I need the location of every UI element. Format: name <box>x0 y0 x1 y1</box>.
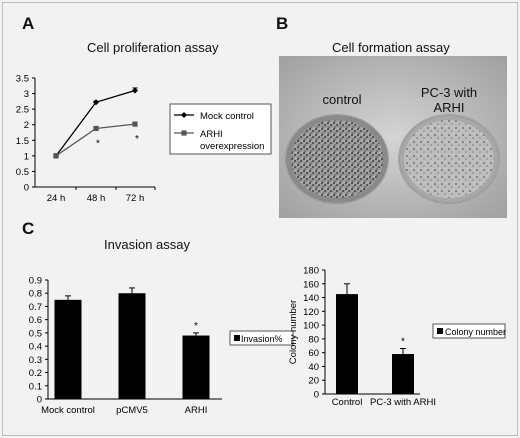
d-y-tick-label: 120 <box>303 307 319 318</box>
a-y-tick-label: 1 <box>24 151 29 162</box>
d-y-tick-label: 180 <box>303 266 319 277</box>
colony-plates-photo: control PC-3 with ARHI <box>279 56 507 218</box>
d-significance-mark: * <box>401 337 405 348</box>
panel-a-label: A <box>22 14 35 33</box>
panel-b-title: Cell formation assay <box>332 40 450 55</box>
panel-c-title: Invasion assay <box>104 237 190 252</box>
control-photo-label: control <box>322 92 362 107</box>
d-y-tick-label: 20 <box>308 376 319 387</box>
a-point-marker <box>132 121 138 127</box>
c-y-tick-label: 0.2 <box>29 368 42 379</box>
a-y-tick-label: 2.5 <box>16 105 29 116</box>
panel-a-title: Cell proliferation assay <box>87 40 219 55</box>
a-point-marker <box>132 87 138 94</box>
c-y-tick-label: 0.7 <box>29 302 42 313</box>
a-legend-box <box>169 103 272 155</box>
a-point-marker <box>93 99 99 106</box>
a-legend-label: ARHI <box>200 129 223 140</box>
c-significance-mark: * <box>194 321 198 332</box>
a-legend-label: Mock control <box>200 111 254 122</box>
a-legend-marker <box>181 112 187 118</box>
d-x-tick-label: Control <box>332 397 363 408</box>
c-legend-swatch <box>234 335 240 341</box>
a-y-tick-label: 1.5 <box>16 136 29 147</box>
c-x-tick-label: Mock control <box>41 405 95 416</box>
panel-b-label: B <box>276 14 289 33</box>
c-y-tick-label: 0.6 <box>29 315 42 326</box>
c-y-tick-label: 0.9 <box>29 276 42 287</box>
a-x-tick-label: 24 h <box>47 193 66 204</box>
d-bar <box>336 294 358 394</box>
a-y-tick-label: 3.5 <box>16 74 29 85</box>
d-legend-label: Colony number <box>445 327 506 337</box>
a-y-tick-label: 2 <box>24 120 29 131</box>
panel-c-label: C <box>22 219 35 238</box>
c-bar <box>118 293 146 399</box>
a-y-tick-label: 0.5 <box>16 167 29 178</box>
a-significance-mark: * <box>135 134 139 145</box>
c-y-tick-label: 0 <box>37 395 42 406</box>
arhi-photo-label-line2: ARHI <box>433 100 465 115</box>
a-legend-label: overexpression <box>200 141 264 152</box>
d-y-tick-label: 0 <box>314 390 319 401</box>
d-y-tick-label: 160 <box>303 279 319 290</box>
d-x-tick-label: PC-3 with ARHI <box>370 397 436 408</box>
arhi-photo-label-line1: PC-3 with <box>420 85 478 100</box>
d-y-axis-label: Colony number <box>288 300 299 364</box>
c-y-tick-label: 0.5 <box>29 328 42 339</box>
c-y-tick-label: 0.1 <box>29 381 42 392</box>
d-y-tick-label: 40 <box>308 362 319 373</box>
a-y-tick-label: 3 <box>24 89 29 100</box>
c-bar <box>54 299 82 399</box>
c-x-tick-label: pCMV5 <box>116 405 148 416</box>
d-legend-swatch <box>437 328 443 334</box>
c-x-tick-label: ARHI <box>185 405 208 416</box>
d-bar <box>392 354 414 394</box>
c-y-tick-label: 0.4 <box>29 342 42 353</box>
c-bar <box>182 335 210 399</box>
a-legend-marker <box>181 130 187 136</box>
c-y-tick-label: 0.3 <box>29 355 42 366</box>
c-legend-box <box>229 330 294 346</box>
c-y-tick-label: 0.8 <box>29 289 42 300</box>
a-point-marker <box>93 125 99 132</box>
d-legend-box <box>432 323 506 339</box>
d-y-tick-label: 80 <box>308 334 319 345</box>
a-point-marker <box>53 153 59 159</box>
a-x-tick-label: 48 h <box>87 193 106 204</box>
d-y-tick-label: 140 <box>303 293 319 304</box>
d-y-tick-label: 100 <box>303 321 319 332</box>
a-significance-mark: * <box>96 138 100 149</box>
arhi-photo-label: PC-3 with ARHI <box>409 85 489 115</box>
d-y-tick-label: 60 <box>308 348 319 359</box>
c-legend-label: Invasion% <box>241 334 283 344</box>
a-y-tick-label: 0 <box>24 183 29 194</box>
a-x-tick-label: 72 h <box>126 193 145 204</box>
plates-image <box>279 56 507 218</box>
